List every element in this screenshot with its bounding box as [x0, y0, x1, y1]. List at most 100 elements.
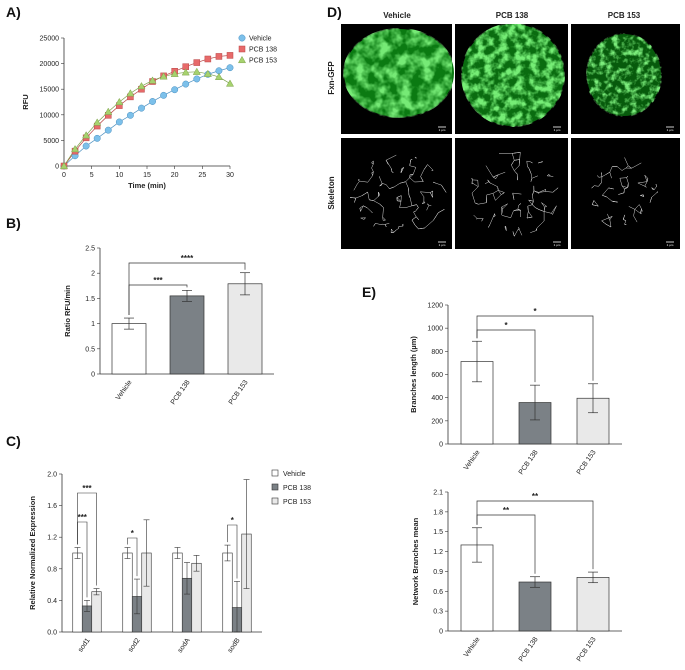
y-tick-label: 1000: [427, 326, 443, 333]
legend-label: PCB 153: [283, 499, 311, 506]
x-tick-label: sodB: [227, 637, 242, 654]
y-axis-label: Network Branches mean: [411, 517, 420, 605]
significance-bracket: [227, 524, 238, 579]
data-point: [192, 67, 201, 75]
y-tick-label: 0.5: [85, 346, 95, 353]
y-tick-label: 10000: [40, 112, 60, 119]
y-tick-label: 0.8: [47, 566, 57, 573]
y-tick-label: 200: [431, 418, 443, 425]
data-point: [160, 91, 168, 99]
scale-label-4: 1 µm: [439, 243, 446, 247]
y-tick-label: 1: [91, 321, 95, 328]
data-point: [82, 142, 90, 150]
panel-c-grouped-bar-chart: 0.0 0.4 0.8 1.2 1.6 2.0 Relative Normalized Ex…: [28, 469, 311, 654]
bar-sod2-0: [122, 552, 133, 633]
scale-bars: 1 µm 1 µm 1 µm 1 µm 1 µm 1 µm: [438, 126, 674, 247]
x-tick-label: sod2: [127, 637, 142, 654]
y-tick-label: 20000: [40, 61, 60, 68]
significance-label: ***: [153, 276, 163, 285]
skeleton-image-pcb138: [455, 138, 568, 249]
significance-label: *: [131, 529, 135, 538]
significance-bracket: [77, 492, 97, 586]
data-point: [238, 34, 246, 42]
data-point: [237, 55, 247, 64]
x-tick-label: PCB 138: [518, 449, 540, 476]
data-point: [82, 131, 91, 139]
y-tick-label: 15000: [40, 87, 60, 94]
y-axis-label: Ratio RFU/min: [63, 285, 72, 337]
significance-bracket: [128, 262, 246, 316]
significance-label: ***: [78, 513, 88, 522]
bar-sod1-2: [91, 591, 102, 633]
y-tick-label: 1.2: [47, 535, 57, 542]
gfp-nucleus-pcb153: [586, 33, 662, 117]
x-tick-label: 0: [62, 172, 66, 179]
data-point: [138, 104, 145, 112]
significance-label: *: [231, 516, 235, 525]
bar-sodA-0: [172, 552, 183, 633]
y-tick-label: 0: [91, 372, 95, 379]
y-tick-label: 0: [55, 164, 59, 171]
panel-b-bar-chart: 0 0.5 1 1.5 2 2.5 Ratio RFU/min Vehicle PCB 138 P…: [63, 246, 274, 406]
y-tick-label: 2.1: [433, 490, 443, 497]
x-tick-label: Vehicle: [115, 379, 134, 402]
panel-d-column-pcb138: PCB 138: [496, 11, 529, 20]
panel-e-label: E): [362, 284, 376, 300]
bar-sod1-0: [72, 552, 83, 633]
data-point: [115, 97, 124, 106]
panel-e-network-branches-chart: 0 0.3 0.6 0.9 1.2 1.5 1.8 2.1 Network Branches m…: [411, 490, 622, 663]
bar-pcb-153: [576, 577, 610, 632]
y-tick-label: 0.9: [433, 569, 443, 576]
gfp-nucleus-vehicle: [343, 28, 454, 118]
y-tick-label: 0.4: [47, 598, 57, 605]
data-point: [226, 64, 234, 72]
significance-label: **: [503, 506, 510, 515]
x-tick-label: Vehicle: [463, 636, 482, 659]
scale-label-1: 1 µm: [439, 128, 446, 132]
x-tick-label: 25: [198, 172, 206, 179]
skeleton-network-pcb138: [471, 152, 559, 237]
series-line-pcb-153: [63, 71, 231, 167]
significance-label: *: [533, 307, 537, 316]
legend-label: PCB 138: [249, 47, 277, 54]
y-tick-label: 1.8: [433, 509, 443, 516]
y-tick-label: 0.3: [433, 609, 443, 616]
scale-label-2: 1 µm: [554, 128, 561, 132]
data-point: [214, 72, 223, 80]
data-point: [181, 68, 190, 76]
y-axis-label: Relative Normalized Expression: [28, 496, 37, 610]
y-tick-label: 1.5: [85, 296, 95, 303]
y-tick-label: 0: [439, 629, 443, 636]
panel-d-label: D): [327, 4, 342, 20]
data-point: [104, 107, 113, 115]
panel-e-branches-length-chart: 0 200 400 600 800 1000 1200 Branches length (µm…: [409, 303, 622, 476]
x-tick-label: 10: [115, 172, 123, 179]
data-point: [93, 134, 101, 142]
x-axis-label: Time (min): [128, 181, 166, 190]
data-point: [204, 55, 212, 63]
x-tick-label: PCB 138: [518, 636, 540, 663]
panel-c-label: C): [6, 433, 21, 449]
panel-a-label: A): [6, 4, 21, 20]
data-point: [126, 111, 134, 119]
y-tick-label: 2.5: [85, 246, 95, 253]
data-point: [93, 118, 102, 126]
y-axis-label: Branches length (µm): [409, 336, 418, 413]
skeleton-networks: [349, 152, 658, 237]
data-point: [182, 80, 190, 88]
bar-pcb-138: [518, 581, 552, 632]
panel-a-line-chart: 0 5000 10000 15000 20000 25000 0 5 10 15 20 25 30 Tim…: [21, 34, 277, 190]
significance-bracket: [476, 315, 594, 381]
y-tick-label: 1.6: [47, 503, 57, 510]
bar-pcb-153: [227, 283, 263, 375]
series-line-vehicle: [63, 67, 231, 167]
panel-d-microscopy: Vehicle PCB 138 PCB 153 Fxn-GFP Skeleton: [327, 11, 680, 249]
skeleton-network-vehicle: [349, 154, 447, 233]
panel-b-label: B): [6, 215, 21, 231]
significance-bracket: [127, 537, 138, 577]
data-point: [203, 69, 212, 77]
significance-label: *: [504, 321, 508, 330]
data-point: [193, 75, 201, 83]
x-tick-label: sod1: [77, 637, 92, 654]
